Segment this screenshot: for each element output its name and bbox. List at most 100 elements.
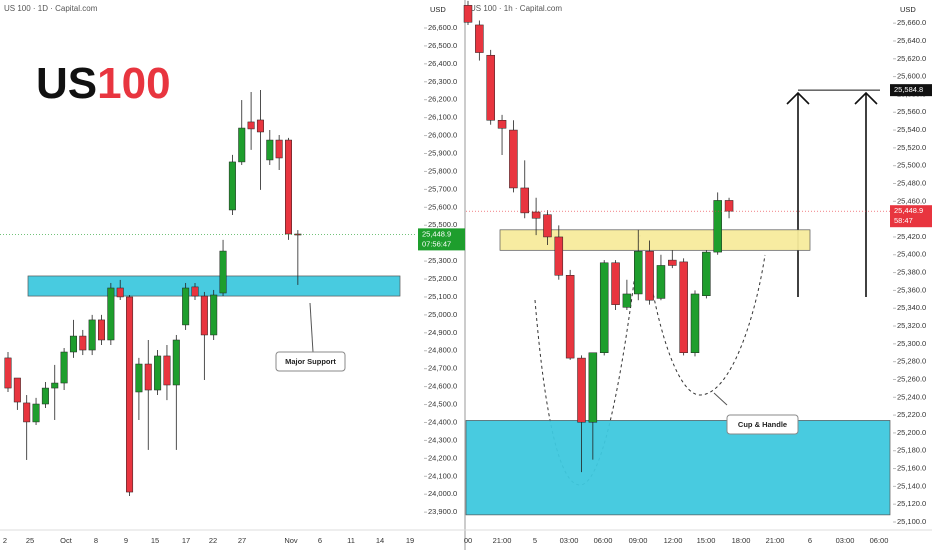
candle-body: [126, 296, 134, 493]
candle-body: [98, 319, 105, 341]
candle-body: [679, 261, 688, 354]
x-tick-label: 21:00: [493, 536, 512, 545]
y-tick-label: 26,600.0: [428, 23, 457, 32]
candle-body: [154, 355, 162, 391]
candle-body: [172, 339, 180, 386]
x-tick-label: 2: [3, 536, 7, 545]
candle-body: [668, 259, 677, 266]
candle-body: [634, 250, 643, 295]
candle-body: [4, 357, 12, 389]
candle-body: [107, 287, 115, 341]
candle-body: [713, 200, 722, 253]
x-tick-label: 21:00: [766, 536, 785, 545]
candle-body: [256, 119, 264, 133]
y-tick-label: 24,300.0: [428, 435, 457, 444]
x-tick-label: 00: [464, 536, 472, 545]
annotation-box: [275, 351, 346, 372]
y-tick-label: 24,800.0: [428, 346, 457, 355]
x-tick-label: 06:00: [594, 536, 613, 545]
candle-body: [191, 286, 199, 297]
last-price-label: 25,448.9: [894, 206, 923, 215]
candle-body: [41, 387, 49, 405]
candle-body: [135, 363, 143, 393]
x-tick-label: 5: [533, 536, 537, 545]
x-tick-label: 6: [808, 536, 812, 545]
candle-body: [509, 129, 518, 189]
y-tick-label: 25,220.0: [897, 410, 926, 419]
candle-body: [497, 120, 507, 129]
y-tick-label: 25,460.0: [897, 196, 926, 205]
y-tick-label: 23,900.0: [428, 507, 457, 516]
y-tick-label: 25,800.0: [428, 166, 457, 175]
y-tick-label: 24,000.0: [428, 489, 457, 498]
annotation: Major Support: [285, 357, 336, 366]
y-tick-label: 25,380.0: [897, 268, 926, 277]
y-tick-label: 24,100.0: [428, 471, 457, 480]
candle-body: [88, 319, 96, 351]
candle-body: [238, 127, 246, 163]
y-tick-label: 25,560.0: [897, 107, 926, 116]
y-tick-label: 25,200.0: [428, 274, 457, 283]
y-tick-label: 25,300.0: [428, 256, 457, 265]
y-tick-label: 25,600.0: [897, 72, 926, 81]
x-tick-label: Oct: [60, 536, 73, 545]
y-tick-label: 26,400.0: [428, 59, 457, 68]
x-tick-label: 06:00: [870, 536, 889, 545]
candle-body: [79, 335, 87, 351]
y-tick-label: 24,500.0: [428, 400, 457, 409]
x-tick-label: 14: [376, 536, 384, 545]
target-label: 25,584.8: [894, 85, 923, 94]
y-tick-label: 24,600.0: [428, 382, 457, 391]
y-tick-label: 24,700.0: [428, 364, 457, 373]
candle-body: [565, 275, 575, 359]
candle-body: [13, 377, 21, 403]
candle-body: [247, 121, 255, 130]
candle-body: [588, 352, 598, 423]
zone: [465, 420, 891, 516]
y-tick-label: 25,260.0: [897, 374, 926, 383]
annotation-box: [726, 414, 799, 435]
y-tick-label: 25,640.0: [897, 36, 926, 45]
x-tick-label: 6: [318, 536, 322, 545]
candle-body: [182, 287, 190, 326]
y-tick-label: 25,340.0: [897, 303, 926, 312]
logo: US100: [36, 59, 171, 108]
x-tick-label: 03:00: [836, 536, 855, 545]
candle-body: [228, 161, 236, 211]
x-tick-label: 18:00: [732, 536, 751, 545]
y-tick-label: 26,000.0: [428, 131, 457, 140]
last-price-box: [418, 228, 465, 251]
y-tick-label: 25,100.0: [428, 292, 457, 301]
x-tick-label: 15:00: [697, 536, 716, 545]
x-tick-label: 12:00: [664, 536, 683, 545]
y-tick-label: 25,600.0: [428, 202, 457, 211]
x-tick-label: Nov: [284, 536, 298, 545]
logo-left: US: [36, 59, 97, 108]
zone: [499, 229, 811, 251]
y-tick-label: 25,160.0: [897, 464, 926, 473]
candle-body: [599, 262, 609, 354]
candle-body: [23, 402, 31, 423]
candle-body: [219, 250, 227, 294]
candle-body: [200, 295, 208, 336]
x-tick-label: 15: [151, 536, 159, 545]
y-tick-label: 25,200.0: [897, 428, 926, 437]
candle-body: [520, 187, 529, 214]
candle-body: [690, 293, 700, 354]
candle-body: [531, 211, 541, 219]
y-tick-label: 25,520.0: [897, 143, 926, 152]
candle-body: [275, 139, 283, 159]
y-tick-label: 24,200.0: [428, 453, 457, 462]
candle-body: [51, 382, 59, 389]
y-tick-label: 26,100.0: [428, 113, 457, 122]
y-tick-label: 25,500.0: [428, 220, 457, 229]
candle-body: [210, 294, 218, 336]
y-tick-label: 25,620.0: [897, 54, 926, 63]
countdown: 07:56:47: [422, 239, 451, 248]
y-tick-label: 25,660.0: [897, 18, 926, 27]
y-tick-label: 24,900.0: [428, 328, 457, 337]
annotation-pointer: [309, 302, 314, 353]
candle-body: [116, 287, 124, 298]
